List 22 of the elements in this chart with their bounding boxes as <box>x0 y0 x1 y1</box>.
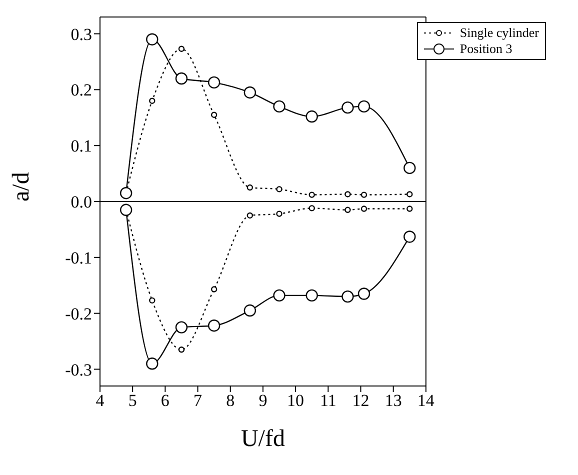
x-tick-label: 14 <box>417 391 435 410</box>
y-tick-label: 0.3 <box>70 24 92 44</box>
y-tick-label: -0.3 <box>65 360 92 380</box>
x-tick-label: 9 <box>258 391 268 410</box>
x-tick-label: 12 <box>352 391 370 410</box>
legend-label: Single cylinder <box>460 25 539 41</box>
x-axis-title: U/fd <box>240 426 285 452</box>
y-tick-label: 0.1 <box>70 136 92 156</box>
x-tick-label: 7 <box>194 391 203 410</box>
x-tick-label: 4 <box>96 391 105 410</box>
y-tick-label: 0.2 <box>70 80 92 100</box>
x-tick-label: 5 <box>128 391 137 410</box>
y-tick-label: 0.0 <box>70 192 92 212</box>
x-tick-label: 11 <box>320 391 336 410</box>
x-tick-label: 6 <box>160 391 170 410</box>
legend-label: Position 3 <box>460 41 512 57</box>
y-tick-label: -0.1 <box>65 248 92 268</box>
y-axis-title: a/d <box>8 172 35 202</box>
x-tick-label: 10 <box>287 391 304 410</box>
x-tick-label: 8 <box>226 391 235 410</box>
x-tick-label: 13 <box>384 391 402 410</box>
y-tick-label: -0.2 <box>65 304 92 324</box>
